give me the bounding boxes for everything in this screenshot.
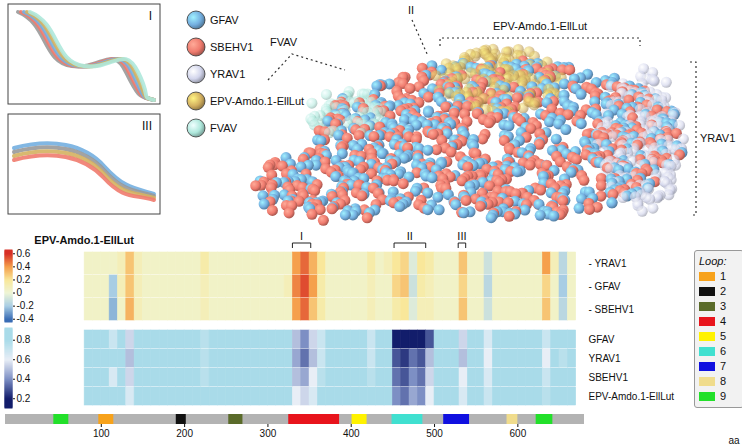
svg-text:0.4: 0.4 xyxy=(17,373,31,384)
svg-text:0.6: 0.6 xyxy=(17,248,31,259)
html-text:6: 6 xyxy=(720,345,727,357)
svg-text:0.2: 0.2 xyxy=(17,393,31,404)
html-text:7: 7 xyxy=(720,360,727,372)
svg-text:EPV-Amdo.1-EllLut: EPV-Amdo.1-EllLut xyxy=(589,391,675,402)
svg-text:100: 100 xyxy=(93,428,110,439)
svg-text:-0.2: -0.2 xyxy=(17,300,35,311)
svg-text:II: II xyxy=(408,4,414,16)
html-text:4: 4 xyxy=(720,315,727,327)
svg-text:EPV-Amdo.1-EllLut: EPV-Amdo.1-EllLut xyxy=(34,234,134,246)
svg-text:I: I xyxy=(300,230,303,242)
svg-text:500: 500 xyxy=(426,428,443,439)
svg-text:0: 0 xyxy=(17,287,23,298)
html-text:9: 9 xyxy=(720,390,727,402)
svg-text:YRAV1: YRAV1 xyxy=(700,132,735,144)
svg-text:III: III xyxy=(457,230,466,242)
svg-text:YRAV1: YRAV1 xyxy=(589,353,621,364)
svg-text:- SBEHV1: - SBEHV1 xyxy=(589,304,635,315)
svg-text:600: 600 xyxy=(510,428,527,439)
html-text:5: 5 xyxy=(720,330,727,342)
svg-text:II: II xyxy=(407,230,413,242)
svg-text:GFAV: GFAV xyxy=(210,14,239,26)
svg-text:FVAV: FVAV xyxy=(270,36,298,48)
html-text:2: 2 xyxy=(720,285,727,297)
svg-text:I: I xyxy=(149,9,152,23)
svg-text:SBEHV1: SBEHV1 xyxy=(589,372,629,383)
svg-text:400: 400 xyxy=(343,428,360,439)
svg-text:0.8: 0.8 xyxy=(17,334,31,345)
svg-text:aa: aa xyxy=(728,435,740,446)
svg-text:YRAV1: YRAV1 xyxy=(210,68,245,80)
svg-text:- GFAV: - GFAV xyxy=(589,281,621,292)
svg-text:-0.4: -0.4 xyxy=(17,313,35,324)
svg-text:SBEHV1: SBEHV1 xyxy=(210,41,253,53)
html-text:1: 1 xyxy=(720,270,727,282)
html-text:3: 3 xyxy=(720,300,727,312)
svg-text:III: III xyxy=(142,119,152,133)
svg-text:300: 300 xyxy=(260,428,277,439)
html-text:8: 8 xyxy=(720,375,727,387)
svg-text:EPV-Amdo.1-EllLut: EPV-Amdo.1-EllLut xyxy=(210,95,304,107)
svg-text:FVAV: FVAV xyxy=(210,122,238,134)
svg-text:0.4: 0.4 xyxy=(17,261,31,272)
svg-text:200: 200 xyxy=(176,428,193,439)
svg-text:GFAV: GFAV xyxy=(589,334,615,345)
svg-text:0.2: 0.2 xyxy=(17,274,31,285)
svg-text:- YRAV1: - YRAV1 xyxy=(589,258,627,269)
html-text:Loop:: Loop: xyxy=(699,255,727,267)
svg-text:0.6: 0.6 xyxy=(17,354,31,365)
svg-text:EPV-Amdo.1-EllLut: EPV-Amdo.1-EllLut xyxy=(493,20,587,32)
